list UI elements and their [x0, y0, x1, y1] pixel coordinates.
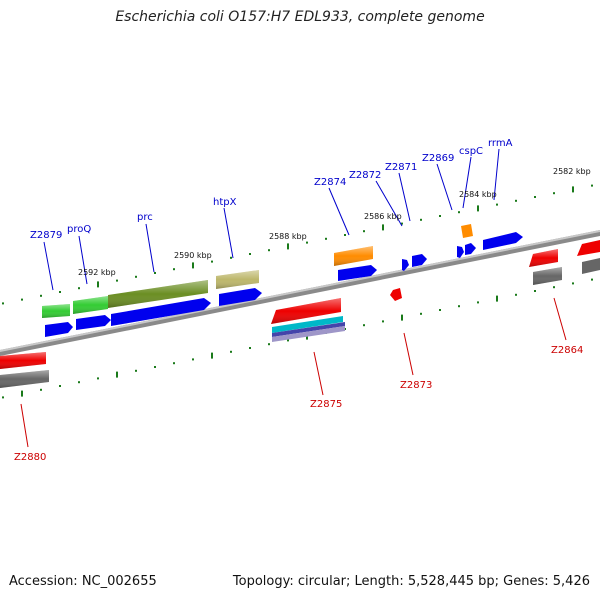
label-htpx[interactable]: htpX	[213, 197, 237, 208]
tick-label: 2590 kbp	[174, 251, 212, 260]
cds-z2879[interactable]	[45, 322, 73, 337]
label-z2879[interactable]: Z2879	[30, 230, 62, 241]
gene-cspc[interactable]	[461, 224, 473, 238]
tick-label: 2582 kbp	[553, 167, 591, 176]
cds-z2872[interactable]	[402, 259, 409, 271]
cds-rrma[interactable]	[483, 232, 523, 250]
label-z2873[interactable]: Z2873	[400, 380, 432, 391]
tick-marks	[2, 184, 593, 399]
label-prc[interactable]: prc	[137, 212, 153, 223]
tick-label: 2586 kbp	[364, 212, 402, 221]
cds-z2874[interactable]	[338, 265, 377, 281]
label-z2872[interactable]: Z2872	[349, 170, 381, 181]
label-leaders	[20, 148, 567, 448]
gene-z2875-band3[interactable]	[272, 326, 345, 342]
label-proq[interactable]: proQ	[67, 224, 91, 235]
label-rrma[interactable]: rrmA	[488, 138, 513, 149]
tick-label: 2584 kbp	[459, 190, 497, 199]
cds-z2871[interactable]	[412, 254, 427, 267]
cds-z2869[interactable]	[457, 246, 464, 258]
tick-label: 2592 kbp	[78, 268, 116, 277]
label-z2871[interactable]: Z2871	[385, 162, 417, 173]
accession-text: Accession: NC_002655	[9, 574, 157, 589]
label-z2869[interactable]: Z2869	[422, 153, 454, 164]
gene-z2873[interactable]	[390, 288, 402, 301]
cds-cspc[interactable]	[465, 243, 476, 255]
label-cspc[interactable]: cspC	[459, 146, 483, 157]
label-z2864[interactable]: Z2864	[551, 345, 583, 356]
summary-text: Topology: circular; Length: 5,528,445 bp…	[232, 574, 590, 589]
forward-labels: Z2879 proQ prc htpX Z2874 Z2872 Z2871 Z2…	[30, 138, 513, 241]
reverse-labels: Z2880 Z2875 Z2873 Z2864	[14, 345, 583, 463]
gene-z2875-band1[interactable]	[272, 316, 343, 333]
label-z2875[interactable]: Z2875	[310, 399, 342, 410]
gene-right-edge[interactable]	[577, 240, 600, 256]
map-title: Escherichia coli O157:H7 EDL933, complet…	[115, 9, 485, 25]
feature-shading	[0, 246, 562, 388]
cds-proq[interactable]	[76, 315, 111, 330]
tick-labels: 2592 kbp 2590 kbp 2588 kbp 2586 kbp 2584…	[78, 167, 591, 277]
cds-htpx[interactable]	[219, 288, 262, 306]
label-z2874[interactable]: Z2874	[314, 177, 346, 188]
label-z2880[interactable]: Z2880	[14, 452, 46, 463]
genome-backbone-highlight	[0, 230, 600, 352]
gene-right-edge-misc[interactable]	[582, 258, 600, 274]
gene-z2875-band2[interactable]	[272, 322, 345, 337]
cds-prc[interactable]	[111, 298, 211, 326]
tick-label: 2588 kbp	[269, 232, 307, 241]
